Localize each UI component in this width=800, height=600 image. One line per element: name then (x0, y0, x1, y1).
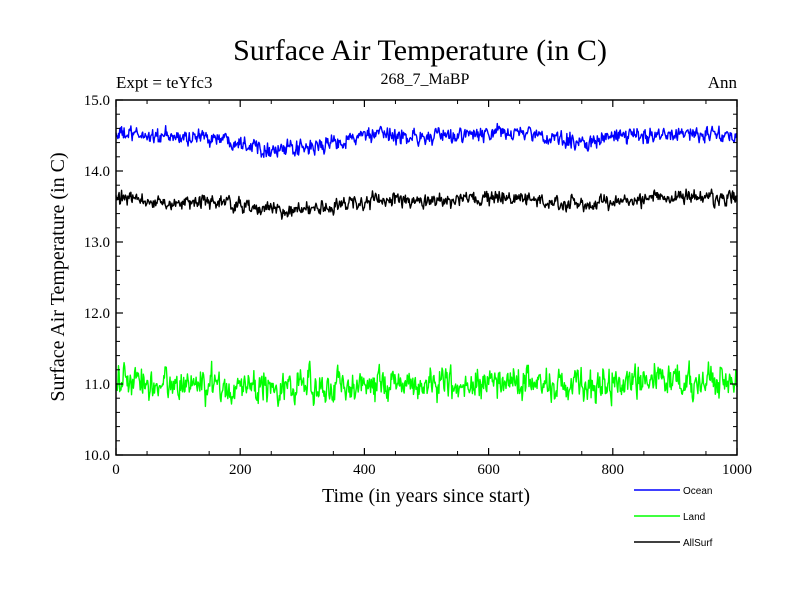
x-tick-label: 200 (229, 462, 252, 478)
legend-label-allsurf: AllSurf (683, 538, 713, 549)
y-axis: 10.0 11.0 12.0 13.0 14.0 15.0 (84, 93, 737, 464)
age-label: 268_7_MaBP (381, 71, 470, 88)
x-tick-label: 600 (477, 462, 500, 478)
series-layer (115, 122, 738, 408)
y-tick-label: 14.0 (84, 164, 110, 180)
y-axis-label: Surface Air Temperature (in C) (47, 152, 69, 401)
series-line-land (115, 360, 738, 408)
x-axis: 0 200 400 600 800 1000 (112, 100, 752, 478)
legend-label-ocean: Ocean (683, 486, 712, 497)
legend-label-land: Land (683, 512, 705, 523)
y-tick-label: 10.0 (84, 448, 110, 464)
experiment-label: Expt = teYfc3 (116, 73, 212, 92)
y-tick-label: 11.0 (84, 377, 110, 393)
chart-title: Surface Air Temperature (in C) (233, 34, 607, 67)
x-tick-label: 1000 (722, 462, 752, 478)
y-tick-label: 13.0 (84, 235, 110, 251)
x-tick-label: 400 (353, 462, 376, 478)
season-label: Ann (708, 73, 738, 92)
series-line-ocean (115, 122, 738, 158)
legend: Ocean Land AllSurf (634, 486, 713, 549)
y-tick-label: 12.0 (84, 306, 110, 322)
x-axis-label: Time (in years since start) (322, 485, 530, 507)
x-tick-label: 0 (112, 462, 120, 478)
series-line-allsurf (115, 188, 738, 220)
y-tick-label: 15.0 (84, 93, 110, 109)
x-tick-label: 800 (602, 462, 625, 478)
plot-frame (115, 99, 738, 456)
